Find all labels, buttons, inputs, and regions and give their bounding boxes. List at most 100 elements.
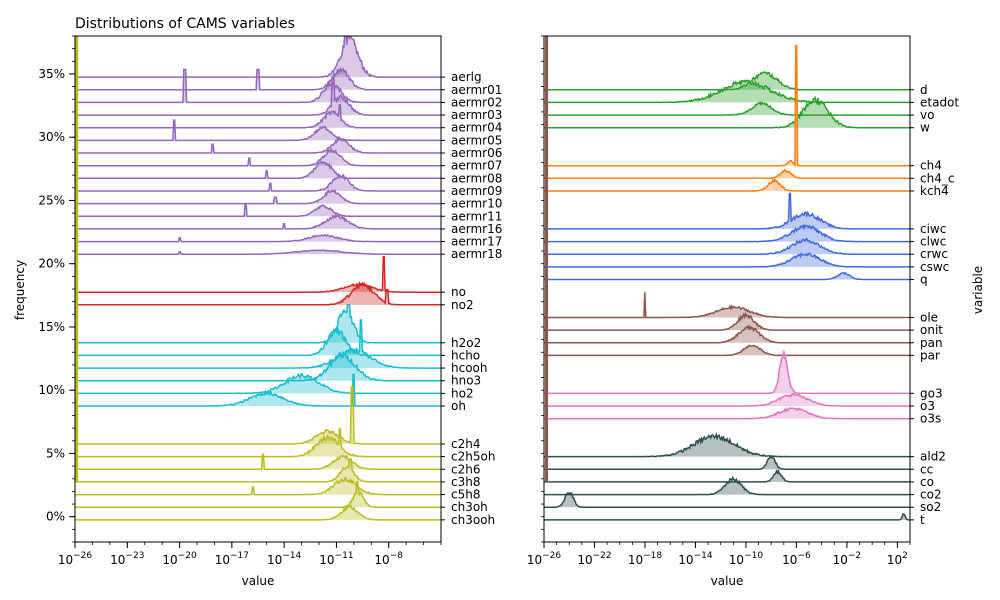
ridge-fill-c2h6	[75, 454, 441, 470]
ridge-fill-ald2	[544, 434, 910, 457]
ridge-line-aermr07	[75, 147, 441, 167]
ridge-fill-co2	[544, 477, 910, 495]
x-tick-label: 10−23	[110, 551, 144, 567]
ridge-line-ch4_c	[544, 168, 910, 180]
y-tick-label: 5%	[46, 446, 65, 460]
ridge-line-cc	[544, 454, 910, 471]
ridge-fill-aerlg	[75, 36, 441, 78]
ridge-line-no	[75, 255, 441, 293]
variable-label: aermr11	[451, 209, 502, 223]
x-tick-label: 10−17	[215, 551, 249, 567]
x-tick-label: 10−26	[58, 551, 93, 567]
ridge-line-no2	[75, 281, 441, 306]
variable-label: onit	[920, 323, 943, 337]
variable-label: go3	[920, 386, 943, 400]
variable-label: o3s	[920, 412, 941, 426]
ridge-line-go3	[544, 350, 910, 395]
ridge-line-c2h4	[75, 386, 441, 445]
x-tick-label: 10−22	[577, 551, 611, 567]
variable-label: ch4_c	[920, 171, 954, 185]
ridge-line-aermr09	[75, 173, 441, 192]
variable-label: c5h8	[451, 488, 480, 502]
ridge-line-onit	[544, 311, 910, 331]
ridge-fill-aermr16	[75, 214, 441, 229]
ridge-line-crwc	[544, 237, 910, 255]
variable-label: no	[451, 285, 466, 299]
x-tick-label: 10−6	[782, 551, 811, 567]
ridge-fill-hcooh	[75, 320, 441, 369]
x-tick-label: 10−8	[374, 551, 403, 567]
ridge-line-w	[544, 96, 910, 129]
ridge-line-vo	[544, 101, 910, 116]
variable-label: ch4	[920, 159, 942, 173]
y-tick-label: 30%	[38, 130, 65, 144]
ridge-fill-etadot	[544, 80, 910, 103]
ridge-fill-c5h8	[75, 477, 441, 495]
ridge-line-ho2	[75, 372, 441, 395]
right-y-axis	[541, 35, 544, 543]
ridge-line-aermr16	[75, 213, 441, 230]
variable-label: t	[920, 513, 925, 527]
variable-label: w	[920, 121, 930, 135]
ridge-line-aermr06	[75, 136, 441, 154]
variable-label: aermr10	[451, 197, 502, 211]
ridge-line-kch4	[544, 178, 910, 192]
ridge-fill-w	[544, 97, 910, 128]
variable-label: aermr01	[451, 83, 502, 97]
ridge-line-aermr04	[75, 104, 441, 129]
ridge-fill-aermr01	[75, 68, 441, 90]
variable-label: aermr08	[451, 171, 502, 185]
ridge-line-aermr05	[75, 119, 441, 142]
ridge-line-q	[544, 271, 910, 281]
ridge-fill-aermr06	[75, 137, 441, 154]
variable-label: hno3	[451, 374, 481, 388]
y-tick-label: 15%	[38, 320, 65, 334]
variable-label: aerlg	[451, 70, 482, 84]
left-x-axis: 10−26 10−23 10−20 10−17 10−14 10−11 10−8	[58, 542, 442, 567]
ridge-line-ciwc	[544, 192, 910, 230]
ridge-fill-crwc	[544, 238, 910, 255]
left-y-axis: 0% 5% 10% 15% 20% 25% 30% 35%	[38, 35, 75, 543]
variable-label: ole	[920, 310, 938, 324]
y-tick-label: 10%	[38, 383, 65, 397]
variable-label: oh	[451, 399, 466, 413]
ridge-fill-cswc	[544, 253, 910, 267]
x-tick-label: 10−11	[319, 551, 353, 567]
ridge-line-d	[544, 71, 910, 91]
ridge-line-ch3oh	[75, 481, 441, 508]
ridge-line-par	[544, 344, 910, 357]
variable-label: kch4	[920, 184, 949, 198]
ridge-line-hno3	[75, 352, 441, 382]
ridge-line-c3h8	[75, 458, 441, 483]
variable-label: aermr07	[451, 159, 502, 173]
ridge-line-aermr17	[75, 233, 441, 243]
variable-label: hcooh	[451, 361, 488, 375]
ridge-fill-ole	[544, 292, 910, 318]
variable-label: so2	[920, 500, 941, 514]
variable-label: crwc	[920, 247, 948, 261]
ridge-line-t	[544, 512, 910, 521]
variable-label: aermr04	[451, 121, 502, 135]
ridge-line-aermr08	[75, 160, 441, 180]
ridge-line-cswc	[544, 252, 910, 268]
ridge-line-hcooh	[75, 319, 441, 369]
ridge-line-pan	[544, 324, 910, 344]
ridge-fill-ch3ooh	[75, 505, 441, 520]
right-x-axis-title: value	[711, 574, 744, 588]
y-tick-label: 35%	[38, 67, 65, 81]
left-x-axis-title: value	[242, 574, 275, 588]
ridge-line-aermr18	[75, 249, 441, 255]
variable-label: hcho	[451, 348, 480, 362]
variable-label: aermr09	[451, 184, 502, 198]
x-tick-label: 10−14	[267, 551, 302, 567]
ridge-fill-no2	[75, 283, 441, 305]
left-chart: Distributions of CAMS variables 0% 5% 10% 1…	[13, 16, 502, 588]
ridge-line-h2o2	[75, 304, 441, 344]
ridge-line-aermr02	[75, 68, 441, 104]
ridge-line-c5h8	[75, 476, 441, 496]
ridge-fill-oh	[75, 374, 441, 407]
ridge-line-aermr11	[75, 202, 441, 218]
left-y-axis-title: frequency	[13, 260, 27, 320]
